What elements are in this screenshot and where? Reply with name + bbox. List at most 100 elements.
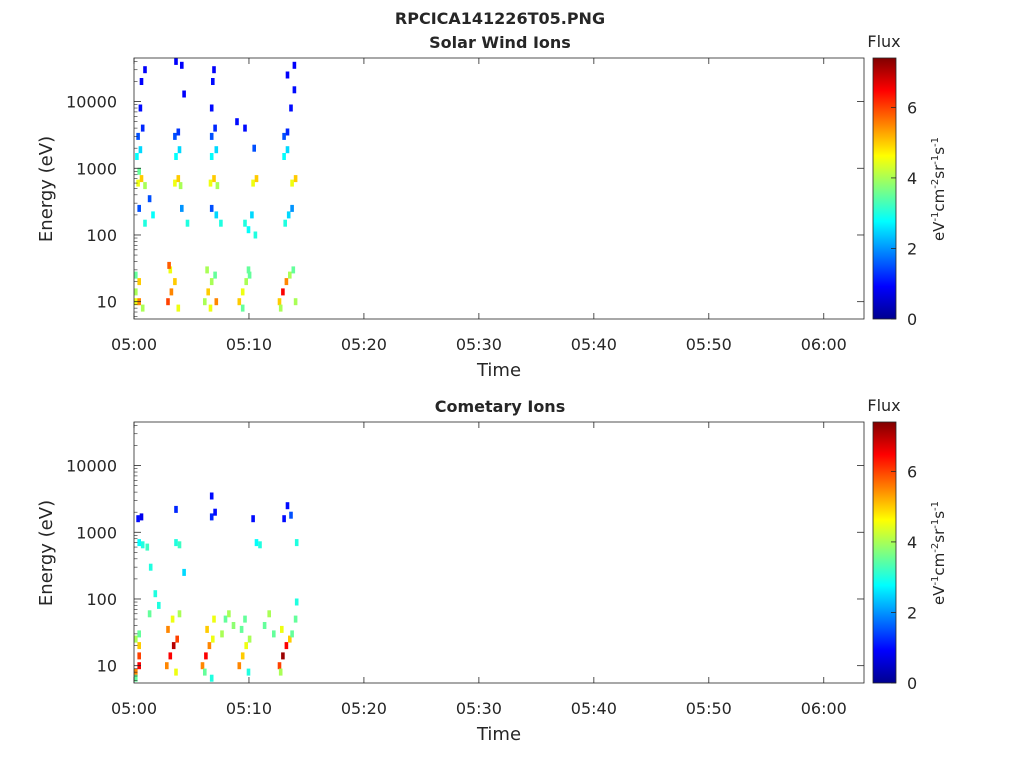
cometary-cell-18	[171, 642, 176, 650]
solar-wind-colorbar: Flux 0 2 4 6 eV-1cm-2sr-1s-1	[867, 32, 948, 329]
cometary-cell-6	[134, 674, 138, 682]
cometary-cell-17	[168, 652, 173, 660]
solar-wind-cell-45	[205, 266, 209, 274]
solar-wind-cell-20	[151, 211, 155, 219]
solar-wind-cell-74	[277, 298, 282, 306]
cometary-ylabel: Energy (eV)	[36, 500, 57, 606]
solar-wind-ylabel: Energy (eV)	[36, 136, 57, 242]
solar-wind-cell-80	[293, 298, 298, 306]
cometary-cell-38	[209, 492, 214, 500]
solar-wind-cell-42	[213, 271, 217, 279]
cometary-xtick-label-6: 06:00	[801, 699, 847, 718]
figure-supertitle: RPCICA141226T05.PNG	[395, 9, 605, 28]
solar-wind-ytick-label-1: 100	[86, 226, 117, 245]
cometary-xtick-label-1: 05:10	[226, 699, 272, 718]
cometary-colorbar-label: Flux	[867, 396, 900, 415]
cometary-cell-50	[251, 515, 255, 523]
solar-wind-xlabel: Time	[476, 360, 521, 381]
cometary-cell-34	[203, 668, 207, 676]
solar-wind-cell-25	[176, 304, 181, 312]
cometary-cell-2	[137, 652, 141, 660]
cometary-xtick-label-0: 05:00	[111, 699, 157, 718]
cometary-cell-7	[136, 515, 140, 523]
solar-wind-axes-box	[133, 57, 865, 320]
solar-wind-cell-92	[286, 211, 291, 219]
solar-wind-cell-88	[285, 71, 290, 79]
cometary-cell-59	[288, 635, 292, 643]
cometary-cell-35	[209, 674, 214, 682]
cometary-cell-5	[137, 630, 141, 638]
solar-wind-cell-76	[284, 278, 289, 286]
solar-wind-cell-71	[246, 226, 251, 234]
solar-wind-cell-18	[147, 195, 152, 203]
solar-wind-cell-43	[208, 304, 213, 312]
solar-wind-cell-32	[173, 132, 177, 140]
cometary-cell-24	[174, 539, 178, 547]
solar-wind-cell-40	[206, 288, 210, 296]
cometary-cbtick-label-1: 2	[907, 603, 917, 622]
cometary-cell-20	[166, 625, 170, 633]
solar-wind-cell-49	[209, 153, 214, 160]
solar-wind-cell-28	[176, 175, 181, 183]
solar-wind-cell-14	[138, 104, 143, 112]
solar-wind-cell-65	[251, 179, 255, 187]
solar-wind-cell-93	[290, 204, 294, 212]
cometary-cell-58	[284, 642, 289, 650]
solar-wind-cell-24	[168, 266, 173, 274]
cometary-cell-10	[140, 541, 145, 549]
solar-wind-cell-56	[214, 211, 219, 219]
solar-wind-cell-86	[285, 128, 290, 136]
solar-wind-cell-84	[285, 146, 290, 154]
solar-wind-cell-91	[283, 219, 287, 227]
cometary-cell-44	[240, 652, 245, 660]
cometary-cell-33	[212, 615, 216, 623]
cometary-cell-31	[211, 635, 215, 643]
solar-wind-cell-38	[185, 219, 190, 227]
solar-wind-cell-66	[254, 175, 259, 183]
solar-wind-cbtick-label-2: 4	[907, 169, 917, 188]
solar-wind-xtick-label-4: 05:40	[571, 335, 617, 354]
solar-wind-cell-35	[182, 90, 186, 98]
cometary-cell-30	[207, 642, 212, 650]
cometary-colorbar-ramp	[872, 421, 897, 684]
cometary-cell-53	[262, 622, 267, 629]
solar-wind-cell-36	[174, 57, 178, 65]
solar-wind-cell-9	[137, 167, 141, 175]
cometary-cbtick-label-3: 6	[907, 462, 917, 481]
solar-wind-cell-4	[134, 271, 138, 279]
solar-wind-panel: Solar Wind Ions 05:00 05:10 05:20 05:30 05:4…	[36, 32, 948, 381]
cometary-cell-19	[175, 635, 179, 643]
cometary-cell-22	[174, 668, 178, 676]
solar-wind-ytick-label-2: 1000	[76, 159, 117, 178]
solar-wind-cell-61	[244, 278, 248, 286]
cometary-cell-11	[145, 543, 150, 551]
cometary-cell-36	[209, 513, 214, 521]
cometary-cbtick-label-2: 4	[907, 533, 917, 552]
solar-wind-colorbar-ticks: 0 2 4 6	[891, 98, 917, 329]
cometary-title: Cometary Ions	[435, 397, 565, 416]
solar-wind-xtick-label-0: 05:00	[111, 335, 157, 354]
cometary-cell-13	[153, 590, 158, 598]
cometary-cell-66	[289, 511, 293, 519]
solar-wind-xtick-label-3: 05:30	[456, 335, 502, 354]
cometary-ytick-label-2: 1000	[76, 523, 117, 542]
cometary-cell-27	[182, 568, 186, 576]
cometary-cell-49	[243, 615, 247, 623]
cometary-colorbar-ticks: 0 2 4 6	[891, 462, 917, 693]
solar-wind-cell-10	[135, 153, 139, 160]
cometary-cell-15	[157, 601, 161, 609]
cometary-cell-26	[174, 505, 178, 513]
solar-wind-cell-30	[174, 153, 178, 160]
cometary-cell-25	[177, 541, 182, 549]
cometary-cell-29	[204, 652, 208, 660]
cometary-cell-39	[220, 630, 224, 638]
solar-wind-cell-81	[290, 179, 294, 187]
cometary-ytick-label-0: 10	[97, 657, 117, 676]
solar-wind-cell-53	[209, 104, 214, 112]
solar-wind-cell-51	[209, 132, 214, 140]
solar-wind-xtick-label-1: 05:10	[226, 335, 272, 354]
cometary-cell-48	[246, 668, 251, 676]
solar-wind-cell-48	[215, 182, 220, 190]
solar-wind-cell-73	[253, 231, 258, 239]
